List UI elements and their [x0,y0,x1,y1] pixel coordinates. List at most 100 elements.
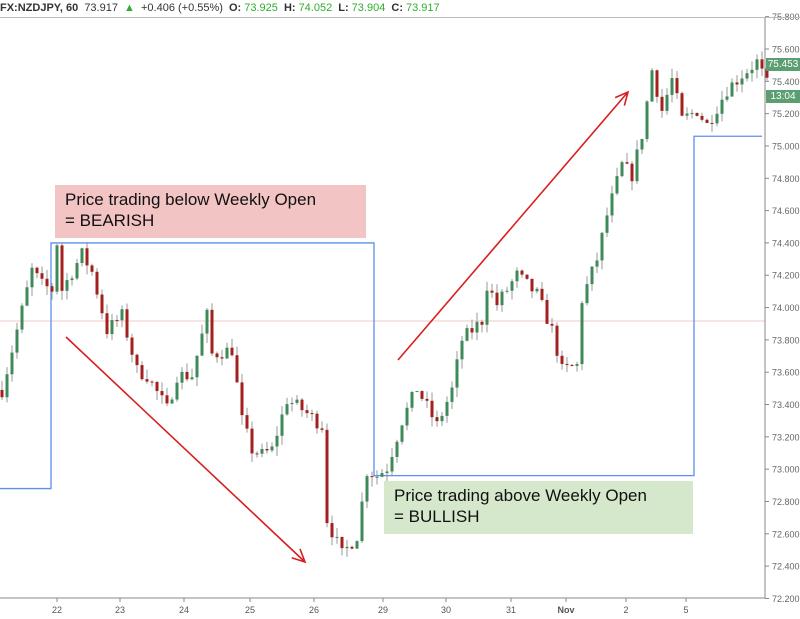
candle [395,439,399,463]
current-price-label: 75.453 [766,58,800,71]
candle-body [530,278,534,292]
candles [0,51,769,557]
candle [50,282,54,300]
candle-body [40,273,44,279]
x-tick-label: 23 [115,605,125,615]
candle-body [190,377,194,380]
x-tick-label: 25 [245,605,255,615]
y-tick-label: 72.400 [772,562,800,572]
candle [500,288,504,312]
candle [730,78,734,97]
candle [75,258,79,281]
symbol-label: FX:NZDJPY, 60 [0,2,79,14]
candle-body [430,400,434,418]
candle-body [395,441,399,457]
bullish-line-2: = BULLISH [394,507,480,526]
candle-body [30,267,34,288]
candle-body [545,299,549,324]
candle-body [155,381,159,392]
candle [695,112,699,117]
candle [490,283,494,298]
candle [95,268,99,299]
candle-body [85,248,89,266]
x-tick-label: 24 [179,605,189,615]
candle [310,409,314,421]
candle [595,252,599,274]
candle [385,463,389,483]
candle-body [95,271,99,295]
candle-body [565,363,569,365]
candle-body [235,355,239,383]
candle [510,278,514,300]
candle [645,100,649,143]
candle [425,391,429,409]
candle [290,397,294,412]
candle [600,231,604,270]
candle [10,345,14,382]
candle-body [485,290,489,325]
high-label: H: [283,2,296,14]
candle-body [150,381,154,383]
candle-body [470,328,474,333]
candle-body [70,278,74,281]
candle [745,68,749,82]
candle [435,410,439,427]
candle [345,539,349,557]
candle [550,318,554,333]
candle-body [210,309,214,354]
candle-body [505,290,509,292]
candle [70,275,74,286]
candle [355,540,359,549]
candle-body [145,379,149,382]
candle [105,304,109,339]
candle [90,263,94,276]
candle [480,319,484,333]
candle [130,333,134,363]
symbol-header: FX:NZDJPY, 60 73.917 ▲ +0.406 (+0.55%) O… [0,0,800,18]
candle [565,357,569,373]
candle [675,71,679,100]
candle-body [330,523,334,538]
candle-body [45,278,49,287]
candle-body [625,162,629,164]
candle [45,269,49,296]
x-tick-label: 22 [52,605,62,615]
candle [235,346,239,383]
candle [615,167,619,196]
candle-body [300,399,304,411]
candle [630,161,634,191]
candle [575,361,579,372]
candle-body [560,355,564,364]
y-tick-label: 75.200 [772,109,800,119]
candle-body [510,281,514,291]
candle-body [315,413,319,429]
candle [760,51,764,76]
candle [30,263,34,297]
candle [585,276,589,306]
candle-body [635,149,639,182]
candle [740,70,744,93]
candle [190,368,194,381]
candle-body [535,288,539,292]
candle-body [90,265,94,272]
candle [5,367,9,403]
candle-body [80,248,84,263]
candle-body [425,398,429,401]
candle [665,88,669,115]
candle-body [110,320,114,335]
candle-body [705,119,709,123]
candle-body [245,415,249,429]
candle [210,303,214,357]
arrow-head-icon [614,90,630,106]
candle [670,68,674,103]
candle [225,342,229,359]
candle [125,303,129,341]
up-triangle-icon: ▲ [124,2,135,14]
candle [365,474,369,509]
candle-body [475,321,479,333]
low-value: 73.904 [351,2,386,14]
candle-body [515,270,519,282]
y-tick-label: 72.600 [772,529,800,539]
candle [635,140,639,184]
